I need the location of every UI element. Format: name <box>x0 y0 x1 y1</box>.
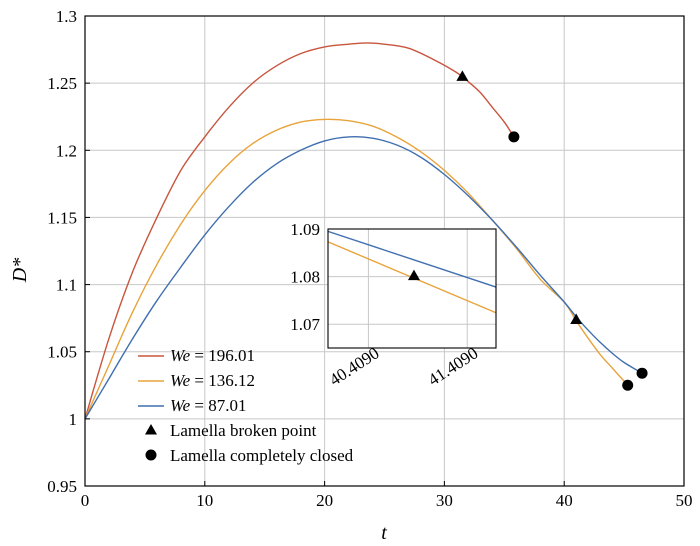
inset-y-tick-label: 1.09 <box>290 220 320 239</box>
legend-label-1: We = 136.12 <box>170 371 255 390</box>
y-tick-label: 1.2 <box>56 141 77 160</box>
series-line-2 <box>84 136 643 420</box>
tick-labels: 0 10 20 30 40 50 0.95 1 1.05 1.1 1.15 1.2 1.25 1.3 <box>47 7 692 510</box>
legend-closed-marker <box>145 449 157 461</box>
y-tick-label: 1 <box>69 410 78 429</box>
inset-frame <box>327 228 497 349</box>
inset-line-0 <box>327 230 497 288</box>
series-line-0 <box>84 42 515 420</box>
y-tick-label: 1.05 <box>47 343 77 362</box>
legend-broken-marker <box>145 424 157 435</box>
legend-label-2: We = 87.01 <box>170 396 247 415</box>
legend-label-0: We = 196.01 <box>170 346 255 365</box>
legend-label-prefix: We <box>170 346 191 365</box>
legend-label-value: = 87.01 <box>190 396 246 415</box>
y-tick-label: 1.3 <box>56 7 77 26</box>
x-tick-label: 30 <box>436 491 453 510</box>
y-tick-label: 1.15 <box>47 208 77 227</box>
closed-point-marker <box>622 379 634 391</box>
closed-point-marker <box>636 367 648 379</box>
x-axis-label: t <box>381 522 387 544</box>
broken-point-marker <box>570 313 583 324</box>
legend-label-prefix: We <box>170 396 191 415</box>
y-axis-label: D* <box>9 258 31 283</box>
legend-closed-label: Lamella completely closed <box>170 446 354 465</box>
closed-point-marker <box>508 131 520 143</box>
legend-label-value: = 136.12 <box>190 371 255 390</box>
inset-y-tick-label: 1.07 <box>290 315 320 334</box>
y-tick-label: 0.95 <box>47 477 77 496</box>
plot-frame <box>84 15 685 487</box>
broken-point-marker <box>456 70 469 81</box>
y-tick-label: 1.1 <box>56 276 77 295</box>
data-markers <box>456 70 648 391</box>
inset-y-tick-label: 1.08 <box>290 268 320 287</box>
x-tick-label: 20 <box>316 491 333 510</box>
inset-broken-marker <box>407 269 420 281</box>
y-tick-label: 1.25 <box>47 74 77 93</box>
legend-broken-label: Lamella broken point <box>170 421 317 440</box>
legend-label-prefix: We <box>170 371 191 390</box>
x-tick-label: 50 <box>676 491 693 510</box>
x-tick-label: 0 <box>81 491 90 510</box>
legend-label-value: = 196.01 <box>190 346 255 365</box>
x-tick-label: 10 <box>196 491 213 510</box>
inset-background <box>328 229 496 348</box>
x-tick-label: 40 <box>556 491 573 510</box>
